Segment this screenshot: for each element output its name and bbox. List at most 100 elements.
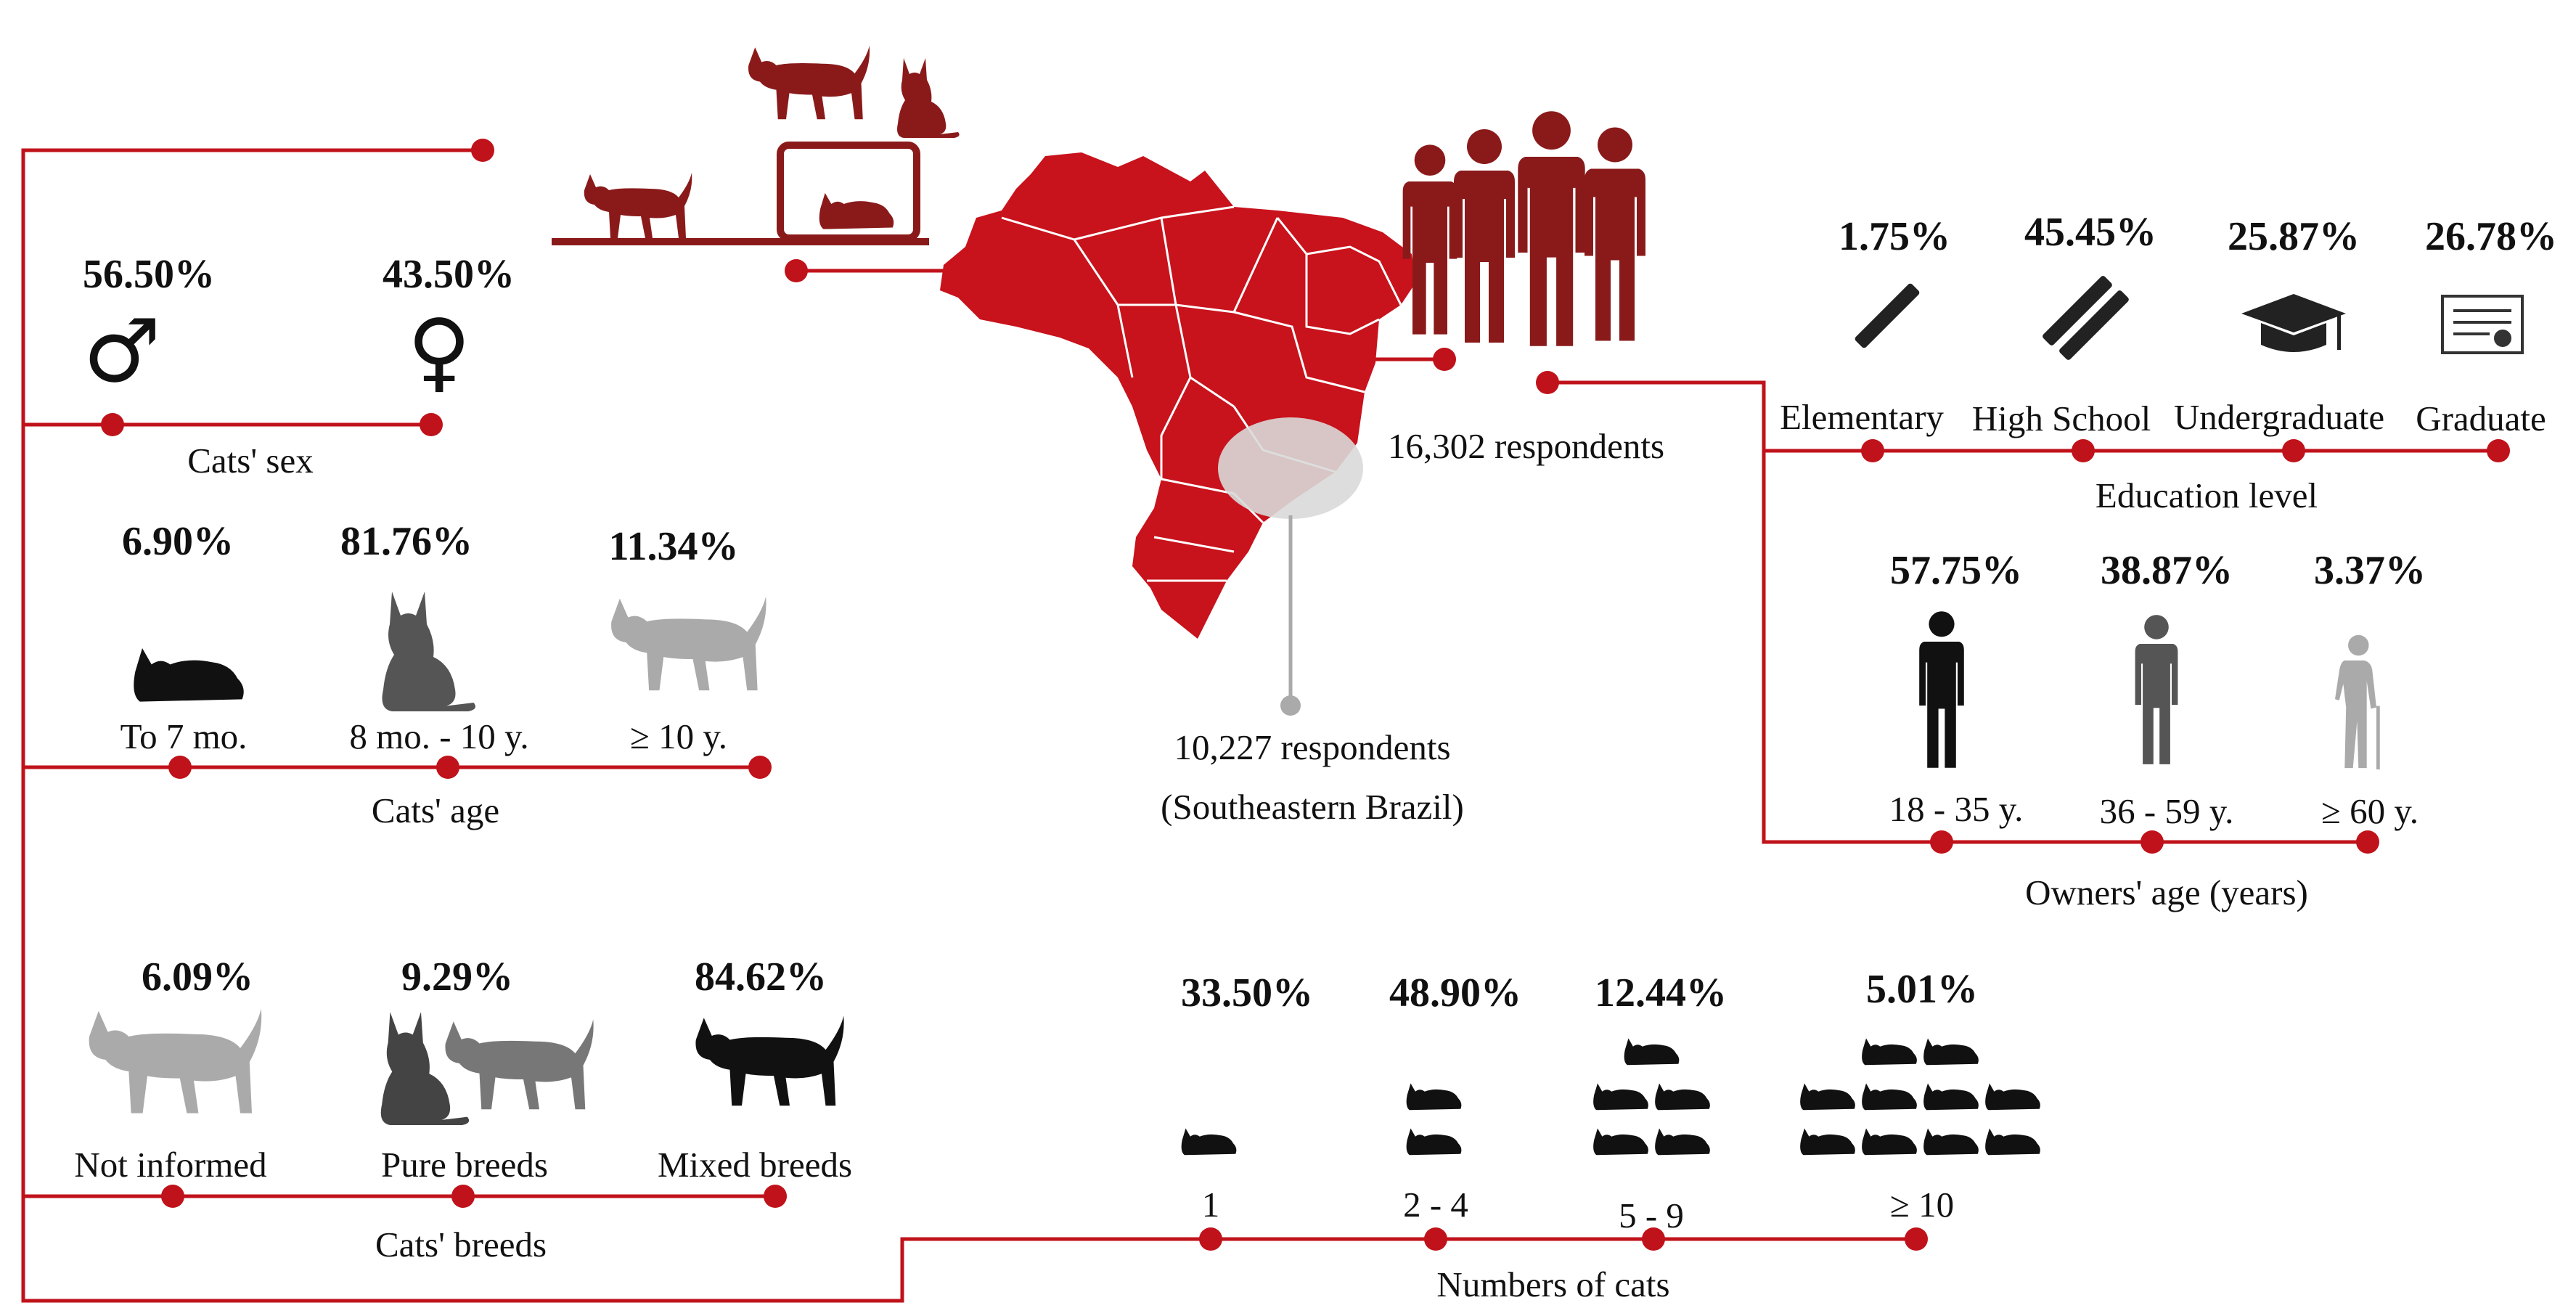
number-of-cats-icons	[1181, 1038, 2040, 1156]
adult-cat-icon	[382, 592, 475, 711]
marker-senior-cat	[748, 756, 772, 779]
owner-elder-label: ≥ 60 y.	[2321, 791, 2418, 831]
cats-breeds-icons	[89, 1008, 844, 1125]
breed-mixed-pct: 84.62%	[695, 955, 827, 1000]
cats-age-title: Cats' age	[371, 790, 500, 830]
education-title: Education level	[2095, 475, 2318, 515]
cat-count-icon	[1406, 1083, 1462, 1111]
cat-count-icon	[1923, 1038, 1979, 1066]
age-senior-label: ≥ 10 y.	[630, 716, 727, 756]
graduation-cap-icon	[2241, 294, 2346, 352]
black-cat-icon	[695, 1015, 844, 1106]
cats-sex-title: Cats' sex	[187, 441, 314, 481]
edu-elementary-pct: 1.75%	[1839, 214, 1950, 259]
female-symbol-icon: ♀	[407, 301, 471, 402]
marker-female	[420, 413, 443, 436]
senior-cat-icon	[611, 596, 766, 691]
edu-undergraduate-pct: 25.87%	[2228, 214, 2360, 259]
breed-pure-pct: 9.29%	[401, 955, 513, 1000]
marker-adult-cat	[436, 756, 459, 779]
numcats-5-9-pct: 12.44%	[1595, 970, 1727, 1015]
cat-count-icon	[1862, 1038, 1917, 1066]
marker-pure	[451, 1185, 475, 1208]
cat-count-icon	[1593, 1083, 1648, 1111]
marker-kitten	[168, 756, 192, 779]
education-icons	[1855, 276, 2524, 360]
owner-adult-pct: 38.87%	[2101, 548, 2233, 593]
marker-shelf	[785, 259, 808, 282]
cat-count-icon	[1862, 1083, 1917, 1111]
cat-gray-icon	[89, 1008, 262, 1113]
cat-count-icon	[1923, 1083, 1979, 1111]
cat-count-icon	[1862, 1128, 1917, 1156]
marker-numcats-10	[1905, 1227, 1928, 1251]
two-cats-icon	[380, 1012, 594, 1125]
breed-pure-label: Pure breeds	[381, 1145, 548, 1185]
cat-count-icon	[1800, 1083, 1855, 1111]
numcats-title: Numbers of cats	[1436, 1264, 1670, 1304]
age-kitten-label: To 7 mo.	[120, 716, 248, 756]
owners-age-icons	[1919, 611, 2380, 769]
connector-lines	[21, 148, 2498, 1303]
edu-highschool-pct: 45.45%	[2024, 210, 2156, 255]
adult-person-icon	[2135, 615, 2178, 764]
age-adult-label: 8 mo. - 10 y.	[349, 716, 529, 756]
cat-count-icon	[1593, 1128, 1648, 1156]
marker-numcats-5-9	[1642, 1227, 1665, 1251]
owner-young-pct: 57.75%	[1890, 548, 2022, 593]
diploma-icon	[2441, 295, 2524, 354]
numcats-1-pct: 33.50%	[1181, 970, 1313, 1015]
age-senior-pct: 11.34%	[608, 524, 739, 569]
age-kitten-pct: 6.90%	[122, 519, 234, 564]
male-symbol-icon: ♂	[83, 301, 161, 402]
breed-mixed-label: Mixed breeds	[657, 1145, 853, 1185]
connector-markers	[101, 139, 2510, 1251]
edu-elementary-label: Elementary	[1780, 397, 1944, 437]
marker-graduate	[2487, 439, 2510, 462]
cat-count-icon	[1655, 1128, 1710, 1156]
male-pct: 56.50%	[83, 252, 215, 297]
numcats-2-4-label: 2 - 4	[1403, 1185, 1468, 1225]
numcats-5-9-label: 5 - 9	[1619, 1196, 1684, 1235]
elderly-person-icon	[2335, 634, 2380, 769]
owner-young-label: 18 - 35 y.	[1889, 789, 2024, 829]
cat-count-icon	[1800, 1128, 1855, 1156]
cat-count-icon	[1985, 1128, 2040, 1156]
cat-count-icon	[1406, 1128, 1462, 1156]
breed-not-informed-pct: 6.09%	[142, 955, 253, 1000]
pencil-icon	[1855, 283, 1920, 348]
cat-count-icon	[1181, 1128, 1237, 1156]
numcats-1-label: 1	[1201, 1185, 1220, 1225]
edu-graduate-label: Graduate	[2416, 399, 2546, 438]
edu-graduate-pct: 26.78%	[2425, 214, 2557, 259]
owner-adult-label: 36 - 59 y.	[2099, 791, 2234, 831]
marker-undergraduate	[2282, 439, 2305, 462]
cat-count-icon	[1985, 1083, 2040, 1111]
people-group-illustration	[1402, 111, 1645, 346]
edu-highschool-label: High School	[1971, 399, 2151, 438]
marker-mixed	[764, 1185, 787, 1208]
owner-elder-pct: 3.37%	[2314, 548, 2426, 593]
age-adult-pct: 81.76%	[340, 519, 473, 564]
kitten-icon	[134, 648, 244, 702]
numcats-10-pct: 5.01%	[1866, 967, 1978, 1012]
two-pencils-icon	[2043, 276, 2129, 360]
marker-male	[101, 413, 124, 436]
marker-owner-young	[1930, 830, 1953, 854]
cats-breeds-title: Cats' breeds	[375, 1225, 547, 1264]
numcats-10-label: ≥ 10	[1889, 1185, 1955, 1225]
marker-owner-adult	[2140, 830, 2164, 854]
female-pct: 43.50%	[383, 252, 515, 297]
edu-undergraduate-label: Undergraduate	[2173, 397, 2385, 437]
southeast-respondents: 10,227 respondents	[1174, 727, 1451, 767]
total-respondents: 16,302 respondents	[1388, 426, 1665, 466]
southeast-region-label: (Southeastern Brazil)	[1161, 787, 1464, 827]
numcats-2-4-pct: 48.90%	[1389, 970, 1521, 1015]
marker-elementary	[1861, 439, 1884, 462]
marker-numcats-2-4	[1424, 1227, 1447, 1251]
marker-people	[1433, 348, 1456, 371]
cats-age-icons	[134, 592, 766, 711]
marker-not-informed	[161, 1185, 184, 1208]
